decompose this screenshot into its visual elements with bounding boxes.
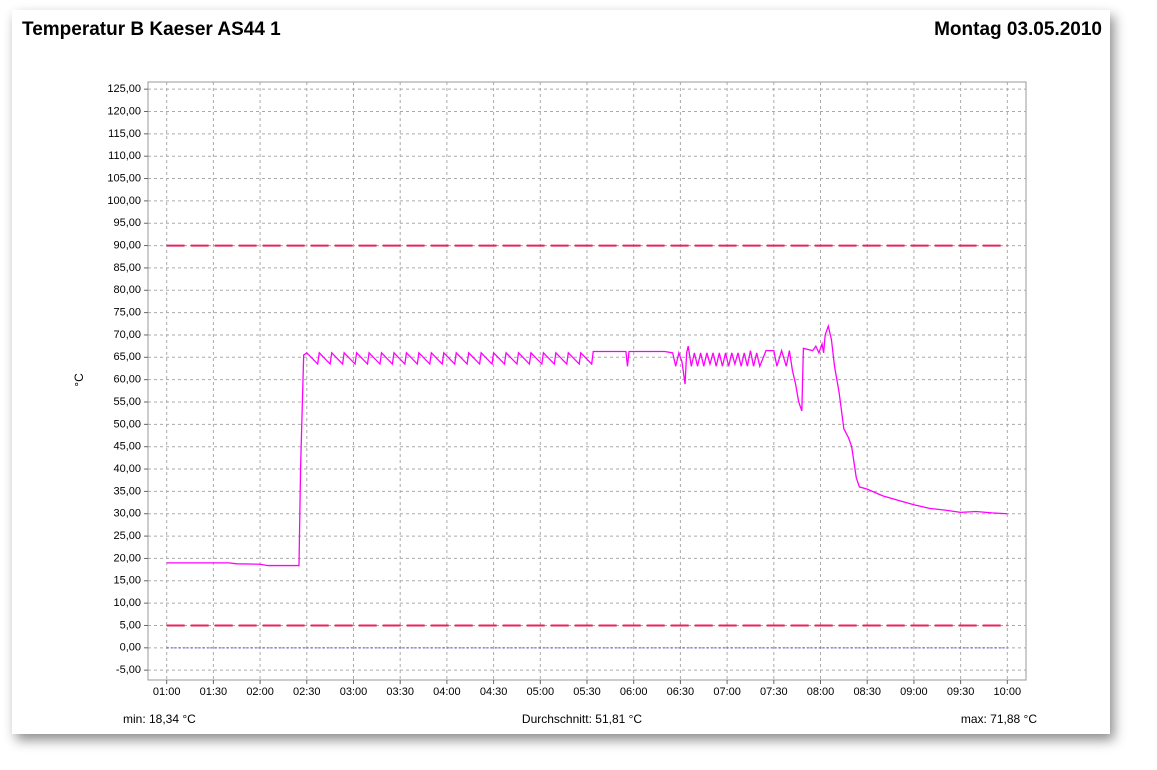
y-tick-label: 5,00	[120, 619, 141, 631]
x-tick-label: 04:30	[480, 686, 508, 698]
y-tick-label: 60,00	[113, 374, 141, 386]
y-tick-label: 105,00	[107, 172, 141, 184]
y-tick-label: 55,00	[113, 396, 141, 408]
x-tick-label: 05:00	[527, 686, 555, 698]
y-tick-label: 85,00	[113, 262, 141, 274]
x-tick-label: 08:30	[853, 686, 881, 698]
x-tick-label: 07:00	[713, 686, 741, 698]
y-tick-label: 40,00	[113, 463, 141, 475]
x-tick-label: 01:30	[200, 686, 228, 698]
y-axis-label: °C	[72, 373, 86, 387]
y-tick-label: 80,00	[113, 284, 141, 296]
x-tick-label: 06:30	[667, 686, 695, 698]
date: Montag 03.05.2010	[934, 19, 1102, 40]
y-tick-label: 115,00	[108, 128, 141, 140]
x-tick-label: 08:00	[807, 686, 835, 698]
y-tick-label: 75,00	[113, 307, 141, 319]
y-tick-label: 30,00	[113, 508, 141, 520]
y-tick-label: 90,00	[113, 239, 141, 251]
x-tick-label: 10:00	[994, 686, 1022, 698]
x-tick-label: 03:30	[386, 686, 414, 698]
y-tick-label: -5,00	[116, 664, 141, 676]
y-tick-label: 35,00	[113, 485, 141, 497]
x-tick-label: 06:00	[620, 686, 648, 698]
x-tick-label: 01:00	[153, 686, 181, 698]
y-tick-label: 100,00	[107, 195, 141, 207]
x-tick-label: 09:30	[947, 686, 975, 698]
x-tick-label: 02:00	[246, 686, 274, 698]
stat-max: max: 71,88 °C	[961, 712, 1038, 726]
chart-title: Temperatur B Kaeser AS44 1	[22, 19, 281, 40]
data-line	[166, 323, 1008, 567]
y-tick-label: 70,00	[113, 329, 141, 341]
stat-min: min: 18,34 °C	[123, 712, 196, 726]
stat-mean: Durchschnitt: 51,81 °C	[522, 712, 643, 726]
y-tick-label: 50,00	[113, 418, 141, 430]
y-tick-label: 15,00	[113, 575, 141, 587]
x-tick-label: 05:30	[573, 686, 601, 698]
x-tick-label: 07:30	[760, 686, 788, 698]
x-tick-label: 03:00	[340, 686, 368, 698]
x-tick-label: 09:00	[900, 686, 928, 698]
y-tick-label: 120,00	[107, 105, 141, 117]
x-tick-label: 04:00	[433, 686, 461, 698]
y-tick-label: 95,00	[113, 217, 141, 229]
y-tick-label: 10,00	[113, 597, 141, 609]
plot-area	[147, 81, 1027, 681]
y-tick-label: 20,00	[113, 552, 141, 564]
y-tick-label: 65,00	[113, 351, 141, 363]
y-tick-label: 110,00	[108, 150, 141, 162]
y-tick-label: 45,00	[113, 441, 141, 453]
x-tick-label: 02:30	[293, 686, 321, 698]
y-tick-label: 125,00	[107, 83, 141, 95]
y-tick-label: 0,00	[120, 642, 141, 654]
y-tick-label: 25,00	[113, 530, 141, 542]
